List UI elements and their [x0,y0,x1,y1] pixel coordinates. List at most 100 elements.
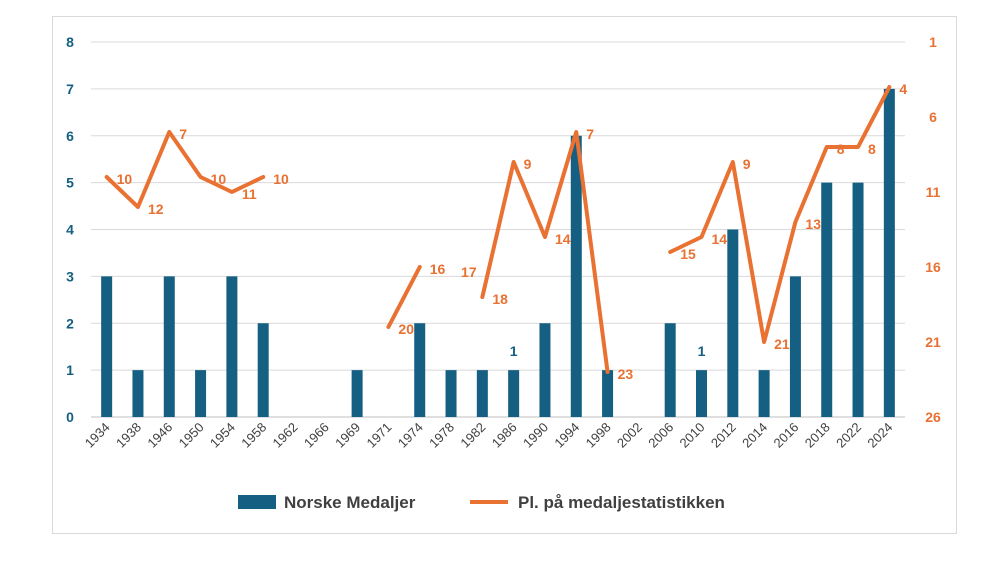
line-series [104,85,892,374]
line-data-label: 7 [586,126,594,142]
legend: Norske Medaljer Pl. på medaljestatistikk… [238,493,725,512]
x-tick-label: 2016 [770,420,801,451]
line-data-label: 9 [524,156,532,172]
x-tick-label: 2012 [708,420,739,451]
x-tick-label: 2018 [802,420,833,451]
line-data-label: 20 [398,321,414,337]
left-tick-label: 4 [66,222,74,238]
x-tick-label: 1986 [489,420,520,451]
x-tick-label: 1958 [238,420,269,451]
left-tick-label: 1 [66,362,74,378]
line-data-label: 13 [805,216,821,232]
x-tick-label: 1974 [395,420,426,451]
x-tick-label: 1990 [520,420,551,451]
line-segment [480,130,610,374]
x-tick-label: 2024 [864,420,895,451]
left-tick-label: 2 [66,315,74,331]
bar [758,370,770,417]
line-data-label: 11 [242,186,257,202]
legend-label-bar: Norske Medaljer [284,493,416,512]
bar [226,276,238,417]
line-data-label: 21 [774,336,790,352]
x-tick-label: 1962 [270,420,301,451]
x-tick-label: 1938 [113,420,144,451]
bar [508,370,520,417]
x-tick-label: 1969 [332,420,363,451]
bar [789,276,801,417]
bar [602,370,614,417]
line-data-label: 18 [492,291,508,307]
right-tick-label: 6 [929,109,937,125]
line-data-label: 10 [211,171,227,187]
left-tick-label: 7 [66,81,74,97]
line-data-label: 15 [680,246,696,262]
x-tick-label: 1946 [144,420,175,451]
line-segment [668,85,892,344]
line-segment [386,265,422,329]
x-tick-label: 1934 [82,420,113,451]
left-axis: 0 1 2 3 4 5 6 7 8 [66,34,74,425]
bar [476,370,488,417]
bar [351,370,363,417]
legend-swatch-bar [238,495,276,509]
line-data-label: 16 [430,261,446,277]
chart-frame [52,16,957,534]
x-tick-label: 2022 [833,420,864,451]
left-tick-label: 8 [66,34,74,50]
line-data-label: 17 [461,264,477,280]
bar [727,229,739,417]
bar [570,135,582,417]
line-data-label: 8 [868,141,876,157]
bar [101,276,113,417]
line-data-label: 9 [743,156,751,172]
line-data-label: 4 [899,81,907,97]
bar [163,276,175,417]
bar [883,88,895,417]
line-data-label: 10 [117,171,133,187]
x-tick-label: 1950 [176,420,207,451]
bar [257,323,269,417]
bar [821,182,833,417]
right-tick-label: 21 [925,334,941,350]
bar [664,323,676,417]
bar-data-label: 1 [510,343,518,359]
legend-label-line: Pl. på medaljestatistikken [518,493,725,512]
x-tick-label: 1982 [457,420,488,451]
left-tick-label: 3 [66,268,74,284]
line-segment [104,130,266,209]
line-data-label: 7 [179,126,187,142]
right-tick-label: 26 [925,409,941,425]
bar [195,370,207,417]
bar [445,370,457,417]
line-data-label: 12 [148,201,164,217]
x-tick-label: 1954 [207,420,238,451]
bar [132,370,144,417]
x-tick-label: 2006 [645,420,676,451]
line-data-label: 14 [712,231,728,247]
x-tick-label: 1966 [301,420,332,451]
line-data-label: 14 [555,231,571,247]
bar [539,323,551,417]
x-tick-label: 1994 [551,420,582,451]
bar [414,323,426,417]
x-tick-label: 2010 [677,420,708,451]
bar [852,182,864,417]
line-data-label: 23 [618,366,634,382]
left-tick-label: 6 [66,128,74,144]
x-tick-label: 1978 [426,420,457,451]
x-tick-label: 2014 [739,420,770,451]
x-tick-label: 1998 [583,420,614,451]
right-tick-label: 11 [926,184,941,200]
line-data-label: 10 [273,171,289,187]
line-data-label: 8 [837,141,845,157]
left-tick-label: 0 [66,409,74,425]
bar-series [101,88,895,417]
left-tick-label: 5 [66,175,74,191]
x-axis: 1934 1938 1946 1950 1954 1958 1962 1966 1969 1971… [82,420,896,451]
x-tick-label: 1971 [363,420,394,451]
right-tick-label: 16 [925,259,941,275]
bar [696,370,707,417]
